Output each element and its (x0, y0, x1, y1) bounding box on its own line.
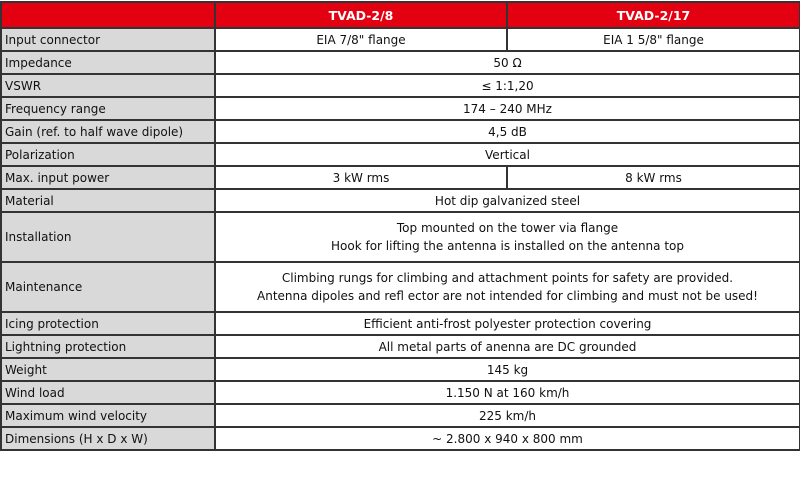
row-label: Frequency range (0, 96, 215, 121)
table-row: Gain (ref. to half wave dipole) 4,5 dB (0, 119, 800, 144)
table-row: Weight 145 kg (0, 357, 800, 382)
row-value: Vertical (214, 142, 800, 167)
row-value: Efficient anti-frost polyester protectio… (214, 311, 800, 336)
row-value: All metal parts of anenna are DC grounde… (214, 334, 800, 359)
row-value-line: Hook for lifting the antenna is installe… (331, 239, 684, 253)
table-row: Installation Top mounted on the tower via… (0, 211, 800, 263)
row-value-line: Antenna dipoles and refl ector are not i… (257, 289, 758, 303)
row-label: Polarization (0, 142, 215, 167)
row-label: Dimensions (H x D x W) (0, 426, 215, 451)
table-row: VSWR ≤ 1:1,20 (0, 73, 800, 98)
row-value: Climbing rungs for climbing and attachme… (214, 261, 800, 313)
table-row: Polarization Vertical (0, 142, 800, 167)
table-row: Material Hot dip galvanized steel (0, 188, 800, 213)
table-row: Maximum wind velocity 225 km/h (0, 403, 800, 428)
table-row: Wind load 1.150 N at 160 km/h (0, 380, 800, 405)
row-label: Icing protection (0, 311, 215, 336)
row-value: ~ 2.800 x 940 x 800 mm (214, 426, 800, 451)
row-value-tvad-2-8: 3 kW rms (214, 165, 508, 190)
header-blank (0, 1, 215, 29)
table-row: Frequency range 174 – 240 MHz (0, 96, 800, 121)
row-label: Installation (0, 211, 215, 263)
row-label: Gain (ref. to half wave dipole) (0, 119, 215, 144)
row-label: Maximum wind velocity (0, 403, 215, 428)
row-value: 4,5 dB (214, 119, 800, 144)
row-value: 145 kg (214, 357, 800, 382)
spec-table: TVAD-2/8 TVAD-2/17 Input connector EIA 7/… (0, 1, 800, 451)
table-row: Dimensions (H x D x W) ~ 2.800 x 940 x 80… (0, 426, 800, 451)
row-label: Input connector (0, 27, 215, 52)
row-label: Lightning protection (0, 334, 215, 359)
table-row: Lightning protection All metal parts of a… (0, 334, 800, 359)
row-label: Impedance (0, 50, 215, 75)
table-row: Impedance 50 Ω (0, 50, 800, 75)
row-value-tvad-2-8: EIA 7/8" flange (214, 27, 508, 52)
row-label: Wind load (0, 380, 215, 405)
table-row: Input connector EIA 7/8" flange EIA 1 5/8"… (0, 27, 800, 52)
row-label: Material (0, 188, 215, 213)
row-value-line: Climbing rungs for climbing and attachme… (281, 271, 734, 285)
row-label: Max. input power (0, 165, 215, 190)
row-value: ≤ 1:1,20 (214, 73, 800, 98)
header-row: TVAD-2/8 TVAD-2/17 (0, 1, 800, 29)
row-label: VSWR (0, 73, 215, 98)
row-value: 50 Ω (214, 50, 800, 75)
header-tvad-2-17: TVAD-2/17 (506, 1, 800, 29)
table-row: Icing protection Efficient anti-frost pol… (0, 311, 800, 336)
row-value: 1.150 N at 160 km/h (214, 380, 800, 405)
header-tvad-2-8: TVAD-2/8 (214, 1, 508, 29)
row-value: Hot dip galvanized steel (214, 188, 800, 213)
row-value: 225 km/h (214, 403, 800, 428)
row-value-tvad-2-17: 8 kW rms (506, 165, 800, 190)
row-value: Top mounted on the tower via flange Hook … (214, 211, 800, 263)
row-value-line: Top mounted on the tower via flange (396, 221, 619, 235)
row-label: Weight (0, 357, 215, 382)
table-row: Max. input power 3 kW rms 8 kW rms (0, 165, 800, 190)
row-label: Maintenance (0, 261, 215, 313)
table-row: Maintenance Climbing rungs for climbing a… (0, 261, 800, 313)
row-value-tvad-2-17: EIA 1 5/8" flange (506, 27, 800, 52)
row-value: 174 – 240 MHz (214, 96, 800, 121)
